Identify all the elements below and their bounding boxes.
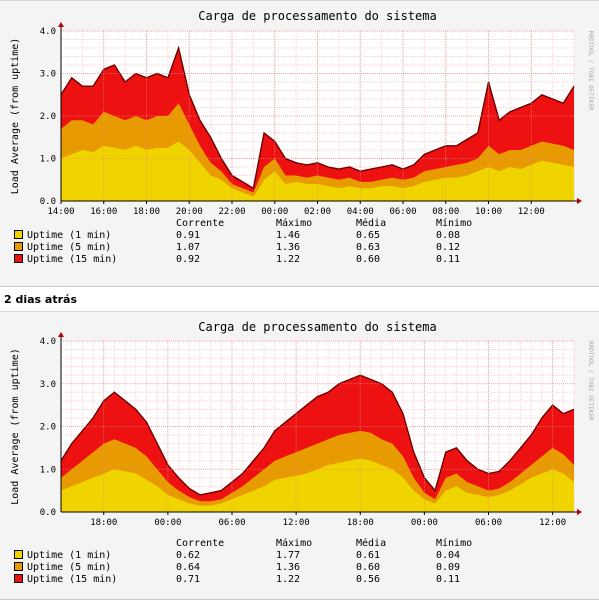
swatch-5min bbox=[14, 562, 23, 571]
value-current: 0.71 bbox=[176, 574, 201, 585]
x-tick-label: 00:00 bbox=[411, 518, 438, 528]
value-current: 0.64 bbox=[176, 562, 201, 573]
y-tick-label: 1.0 bbox=[40, 155, 56, 165]
value-current: 1.07 bbox=[176, 242, 201, 253]
x-tick-label: 20:00 bbox=[176, 207, 203, 216]
y-tick-label: 3.0 bbox=[40, 70, 56, 80]
x-tick-label: 14:00 bbox=[47, 207, 74, 216]
x-tick-label: 06:00 bbox=[218, 518, 245, 528]
x-tick-label: 18:00 bbox=[347, 518, 374, 528]
y-tick-label: 0.0 bbox=[40, 508, 56, 518]
value-avg: 0.60 bbox=[356, 562, 381, 573]
value-min: 0.12 bbox=[436, 242, 461, 253]
value-max: 1.46 bbox=[276, 230, 301, 241]
value-max: 1.22 bbox=[276, 254, 301, 265]
legend-col-max: Máximo bbox=[276, 218, 313, 229]
value-current: 0.91 bbox=[176, 230, 201, 241]
swatch-5min bbox=[14, 242, 23, 251]
x-tick-label: 18:00 bbox=[133, 207, 160, 216]
graph-panel-today: 0.0 1.0 2.0 3.0 4.0 14:00 16:00 18:00 20:00 22:00… bbox=[0, 0, 599, 287]
swatch-1min bbox=[14, 550, 23, 559]
x-tick-label: 12:00 bbox=[518, 207, 545, 216]
chart-title: Carga de processamento do sistema bbox=[198, 320, 436, 334]
graph-panel-2-days: 0.0 1.0 2.0 3.0 4.0 18:00 00:00 06:00 12:00 18:00… bbox=[0, 311, 599, 600]
value-max: 1.36 bbox=[276, 242, 301, 253]
legend-col-avg: Média bbox=[356, 538, 387, 549]
x-tick-label: 00:00 bbox=[261, 207, 288, 216]
swatch-15min bbox=[14, 574, 23, 583]
value-min: 0.04 bbox=[436, 550, 461, 561]
value-max: 1.77 bbox=[276, 550, 301, 561]
y-tick-label: 2.0 bbox=[40, 112, 56, 122]
x-tick-label: 02:00 bbox=[304, 207, 331, 216]
x-tick-label: 16:00 bbox=[90, 207, 117, 216]
rrdtool-watermark: RRDTOOL / TOBI OETIKER bbox=[587, 31, 594, 111]
legend-col-min: Mínimo bbox=[436, 538, 473, 549]
x-tick-label: 04:00 bbox=[347, 207, 374, 216]
x-tick-label: 10:00 bbox=[475, 207, 502, 216]
legend-col-current: Corrente bbox=[176, 218, 225, 229]
y-tick-label: 0.0 bbox=[40, 197, 56, 207]
area-uptime-1-min- bbox=[61, 458, 574, 512]
series-name: Uptime (1 min) bbox=[27, 550, 112, 561]
legend-col-max: Máximo bbox=[276, 538, 313, 549]
value-max: 1.22 bbox=[276, 574, 301, 585]
x-tick-label: 12:00 bbox=[283, 518, 310, 528]
swatch-1min bbox=[14, 230, 23, 239]
value-avg: 0.65 bbox=[356, 230, 381, 241]
swatch-15min bbox=[14, 254, 23, 263]
y-tick-label: 1.0 bbox=[40, 465, 56, 475]
value-max: 1.36 bbox=[276, 562, 301, 573]
y-axis-label: Load Average (from uptime) bbox=[10, 38, 21, 195]
legend-col-current: Corrente bbox=[176, 538, 225, 549]
value-min: 0.11 bbox=[436, 574, 461, 585]
series-name: Uptime (5 min) bbox=[27, 242, 112, 253]
y-axis-arrow bbox=[58, 22, 64, 27]
value-min: 0.09 bbox=[436, 562, 461, 573]
value-avg: 0.60 bbox=[356, 254, 381, 265]
y-tick-label: 3.0 bbox=[40, 380, 56, 390]
value-current: 0.62 bbox=[176, 550, 201, 561]
series-name: Uptime (5 min) bbox=[27, 562, 112, 573]
series-name: Uptime (15 min) bbox=[27, 574, 118, 585]
value-avg: 0.56 bbox=[356, 574, 381, 585]
x-tick-label: 00:00 bbox=[154, 518, 181, 528]
value-avg: 0.63 bbox=[356, 242, 381, 253]
rrdtool-watermark: RRDTOOL / TOBI OETIKER bbox=[587, 341, 594, 421]
x-tick-label: 22:00 bbox=[218, 207, 245, 216]
y-tick-label: 4.0 bbox=[40, 337, 56, 347]
x-tick-label: 12:00 bbox=[539, 518, 566, 528]
area-uptime-1-min- bbox=[61, 141, 574, 201]
chart-title: Carga de processamento do sistema bbox=[198, 9, 436, 23]
y-tick-label: 4.0 bbox=[40, 27, 56, 37]
value-min: 0.11 bbox=[436, 254, 461, 265]
x-axis-arrow bbox=[577, 198, 582, 204]
y-tick-label: 2.0 bbox=[40, 423, 56, 433]
section-label-2-days-ago: 2 dias atrás bbox=[0, 287, 599, 311]
legend-col-min: Mínimo bbox=[436, 218, 473, 229]
value-min: 0.08 bbox=[436, 230, 461, 241]
value-current: 0.92 bbox=[176, 254, 201, 265]
x-tick-label: 06:00 bbox=[389, 207, 416, 216]
y-axis-arrow bbox=[58, 332, 64, 337]
series-name: Uptime (15 min) bbox=[27, 254, 118, 265]
x-axis-arrow bbox=[577, 509, 582, 515]
value-avg: 0.61 bbox=[356, 550, 381, 561]
y-axis-label: Load Average (from uptime) bbox=[10, 348, 21, 505]
series-name: Uptime (1 min) bbox=[27, 230, 112, 241]
x-tick-label: 08:00 bbox=[432, 207, 459, 216]
legend-col-avg: Média bbox=[356, 218, 387, 229]
load-chart-today: 0.0 1.0 2.0 3.0 4.0 14:00 16:00 18:00 20:00 22:00… bbox=[10, 9, 594, 216]
load-chart-2-days: 0.0 1.0 2.0 3.0 4.0 18:00 00:00 06:00 12:00 18:00… bbox=[10, 320, 594, 528]
x-tick-label: 18:00 bbox=[90, 518, 117, 528]
x-tick-label: 06:00 bbox=[475, 518, 502, 528]
